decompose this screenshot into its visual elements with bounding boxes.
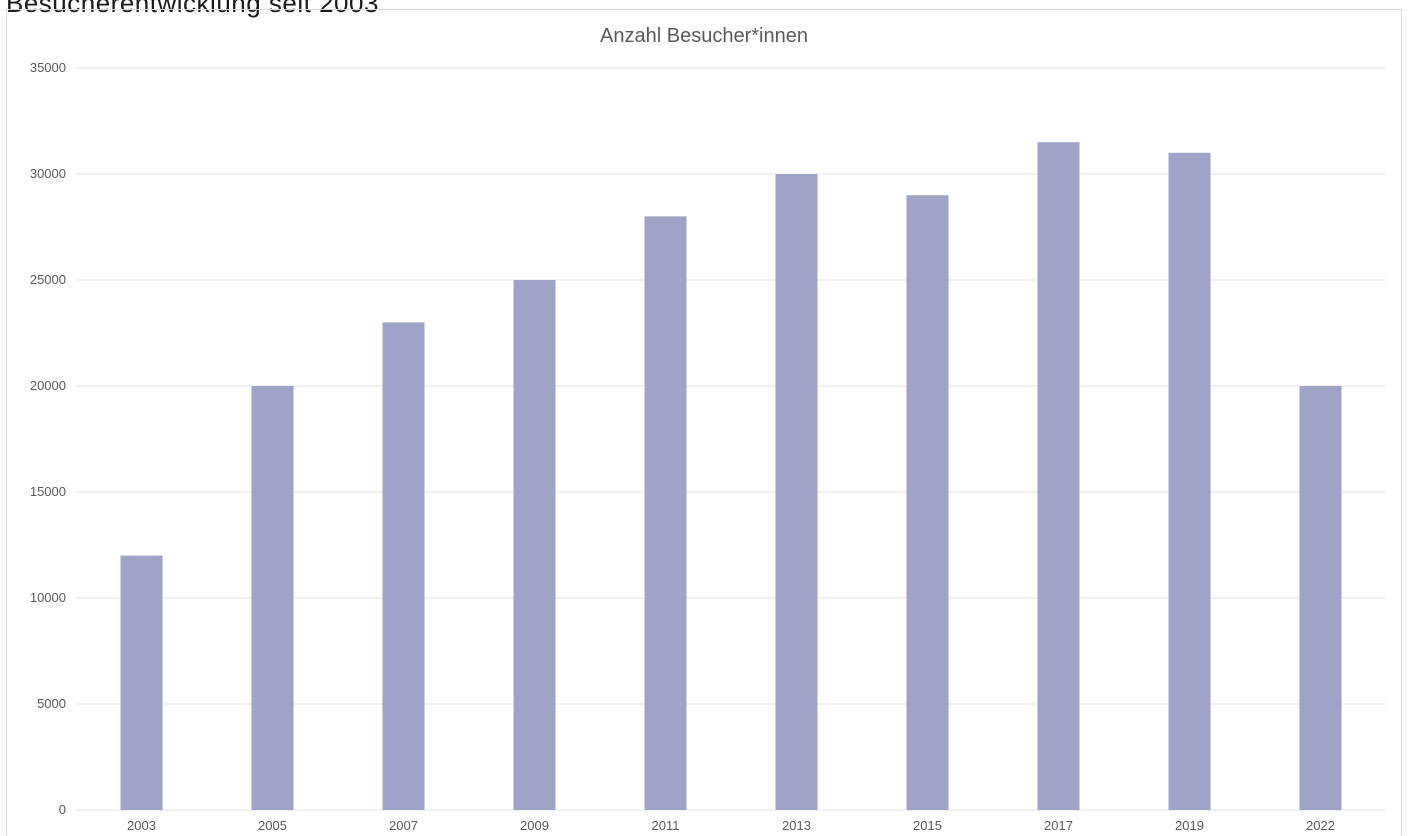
- bar-2017: [1037, 142, 1080, 810]
- y-tick-label: 0: [59, 802, 66, 817]
- x-tick-label: 2009: [520, 818, 549, 833]
- bar-2005: [251, 386, 294, 810]
- bar-2015: [906, 195, 949, 810]
- x-tick-label: 2003: [127, 818, 156, 833]
- bar-2011: [644, 216, 687, 810]
- y-tick-label: 15000: [30, 484, 66, 499]
- x-tick-label: 2015: [913, 818, 942, 833]
- x-tick-label: 2005: [258, 818, 287, 833]
- y-axis-ticks: 0 5000 10000 15000 20000 25000 30000 35000: [30, 60, 66, 817]
- y-tick-label: 5000: [37, 696, 66, 711]
- y-tick-label: 35000: [30, 60, 66, 75]
- chart-title: Anzahl Besucher*innen: [600, 25, 808, 47]
- y-tick-label: 20000: [30, 378, 66, 393]
- bar-2003: [120, 555, 163, 810]
- x-tick-label: 2013: [782, 818, 811, 833]
- gridlines: [76, 67, 1386, 811]
- bar-2009: [513, 280, 556, 810]
- bar-2019: [1168, 152, 1211, 811]
- chart-frame: [6, 9, 1402, 835]
- x-tick-label: 2019: [1175, 818, 1204, 833]
- x-tick-label: 2011: [652, 818, 680, 833]
- bar-2022: [1299, 386, 1342, 810]
- y-tick-label: 30000: [30, 166, 66, 181]
- bar-2007: [382, 322, 425, 810]
- y-tick-label: 25000: [30, 272, 66, 287]
- y-tick-label: 10000: [30, 590, 66, 605]
- x-tick-label: 2017: [1044, 818, 1073, 833]
- bar-2013: [775, 174, 818, 810]
- bars: [120, 142, 1342, 811]
- x-tick-label: 2007: [389, 818, 418, 833]
- x-tick-label: 2022: [1306, 818, 1335, 833]
- x-axis-ticks: 2003 2005 2007 2009 2011 2013 2015 2017 2019 2022: [127, 818, 1335, 833]
